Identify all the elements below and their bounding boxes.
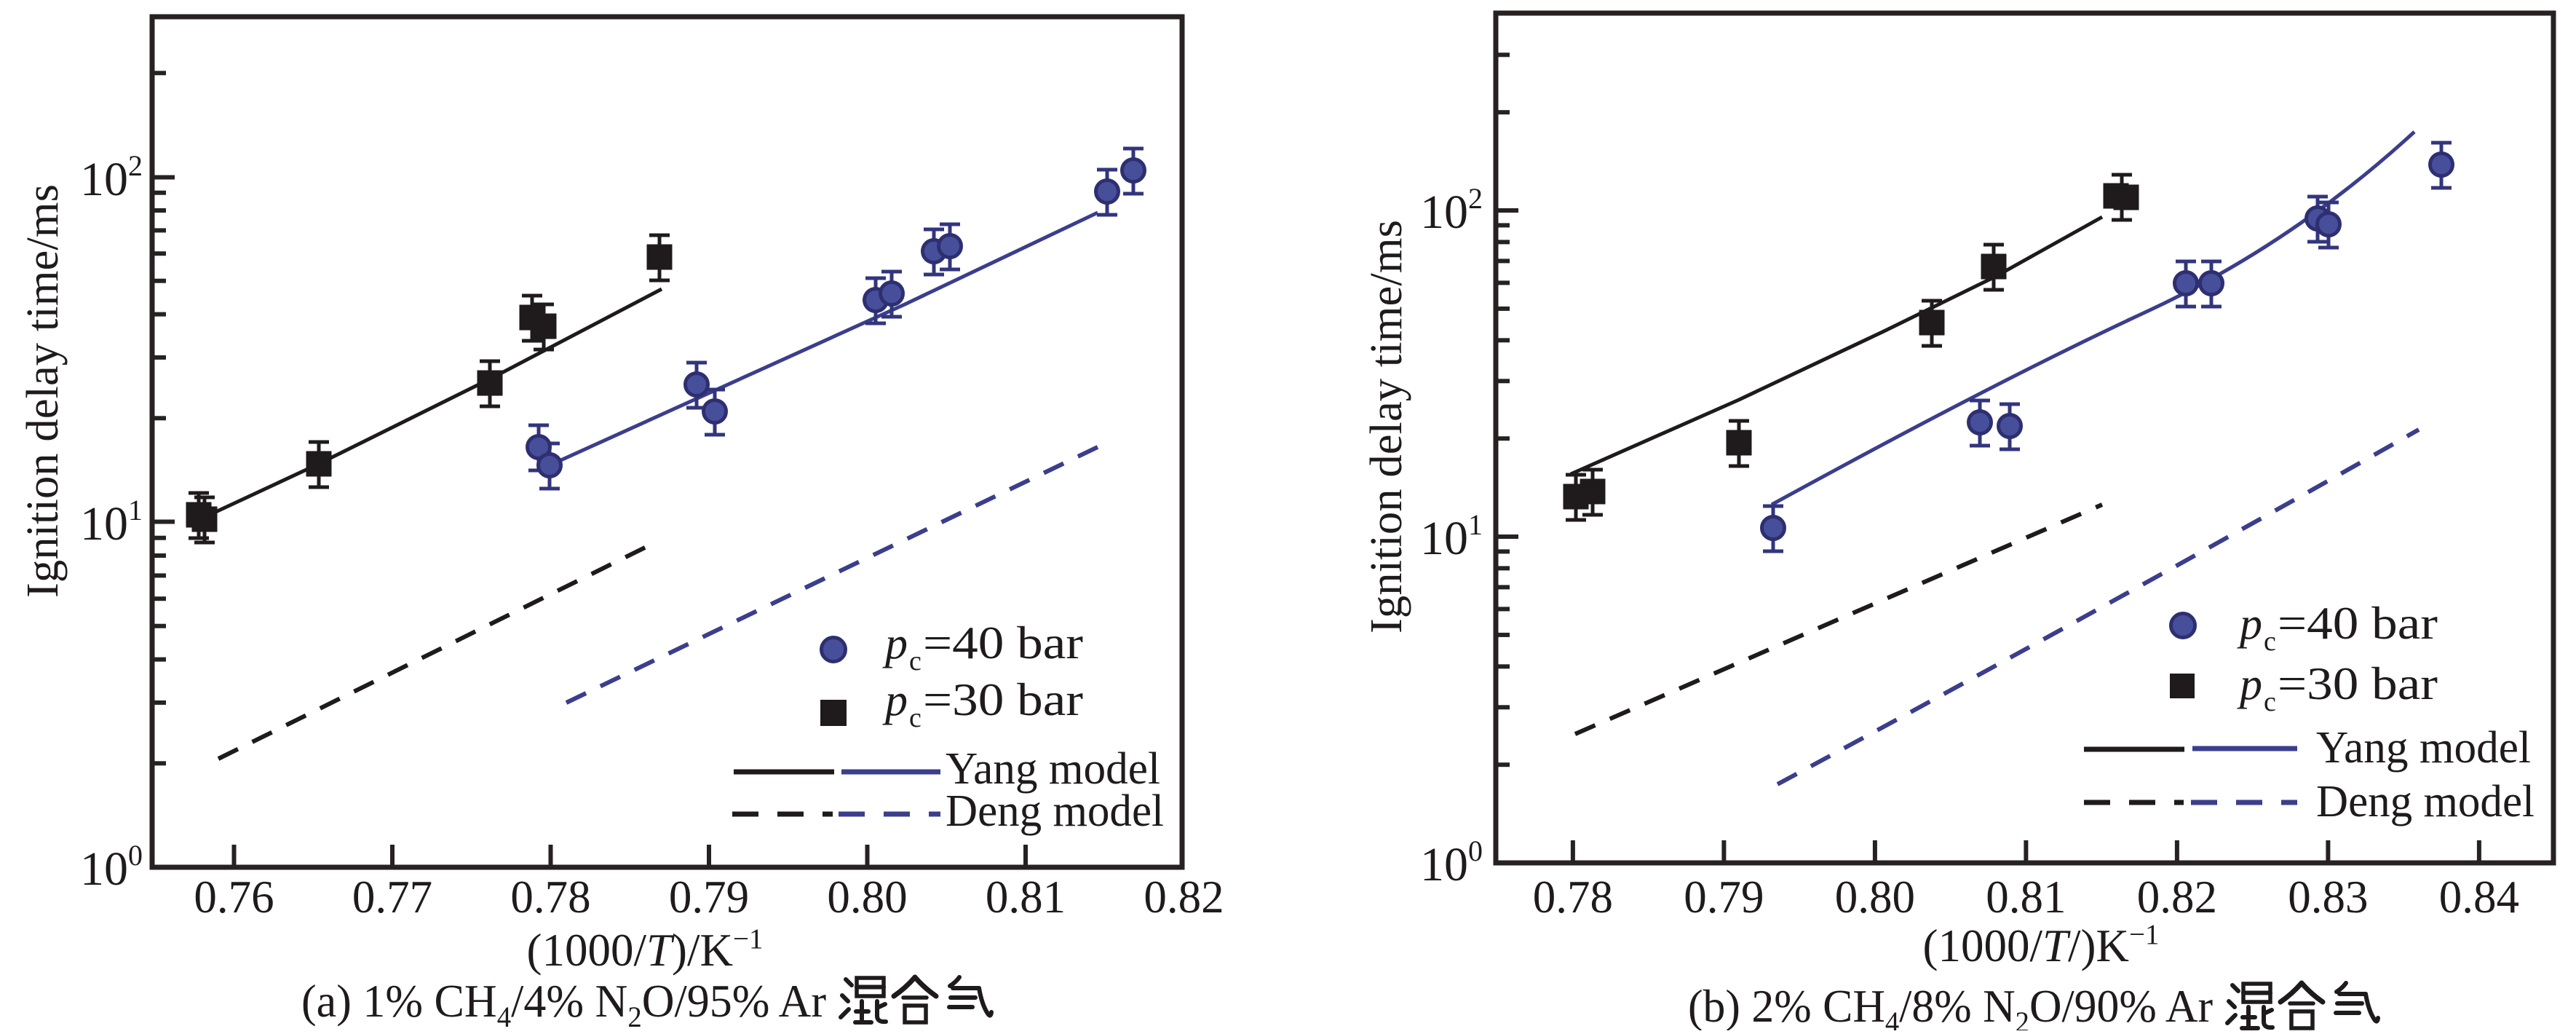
svg-text:0.80: 0.80 [827,872,907,923]
svg-text:Ignition delay time/ms: Ignition delay time/ms [18,184,68,598]
svg-text:c: c [2264,626,2276,657]
svg-text:100: 100 [80,839,143,896]
svg-text:p: p [2237,599,2262,649]
svg-text:=40 bar: =40 bar [923,617,1083,668]
svg-text:0.78: 0.78 [510,872,590,923]
svg-text:0.83: 0.83 [2288,872,2368,923]
svg-text:(a) 1% CH4/4% N2O/95% Ar: (a) 1% CH4/4% N2O/95% Ar [301,975,826,1030]
svg-text:p: p [882,619,908,668]
svg-text:Yang model: Yang model [2316,723,2531,773]
svg-text:Ignition delay time/ms: Ignition delay time/ms [1362,220,1411,634]
svg-text:0.82: 0.82 [1144,872,1224,923]
svg-text:Deng model: Deng model [2316,777,2535,826]
svg-text:=30 bar: =30 bar [923,674,1083,725]
svg-text:102: 102 [80,149,143,206]
svg-text:Deng model: Deng model [946,786,1164,836]
svg-text:0.81: 0.81 [986,872,1066,923]
svg-text:100: 100 [1420,834,1483,891]
svg-text:p: p [882,676,908,725]
svg-text:Yang model: Yang model [946,744,1160,794]
svg-text:0.82: 0.82 [2137,872,2217,923]
svg-text:0.77: 0.77 [352,872,432,923]
svg-text:c: c [909,646,922,676]
svg-text:0.81: 0.81 [1986,872,2066,923]
svg-text:(b) 2% CH4/8% N2O/90% Ar: (b) 2% CH4/8% N2O/90% Ar [1688,980,2213,1030]
svg-text:c: c [909,703,922,733]
svg-text:0.80: 0.80 [1835,872,1915,923]
svg-text:(1000/T/)K−1: (1000/T/)K−1 [1922,919,2159,971]
svg-text:0.79: 0.79 [669,872,749,923]
svg-text:=30 bar: =30 bar [2278,658,2438,709]
svg-text:c: c [2264,687,2276,717]
svg-text:p: p [2237,660,2262,709]
svg-text:0.76: 0.76 [194,872,274,923]
svg-text:0.79: 0.79 [1684,872,1764,923]
svg-text:(1000/T)/K−1: (1000/T)/K−1 [526,923,763,976]
svg-text:=40 bar: =40 bar [2278,597,2438,649]
svg-text:0.78: 0.78 [1533,872,1613,923]
svg-text:0.84: 0.84 [2439,872,2519,923]
